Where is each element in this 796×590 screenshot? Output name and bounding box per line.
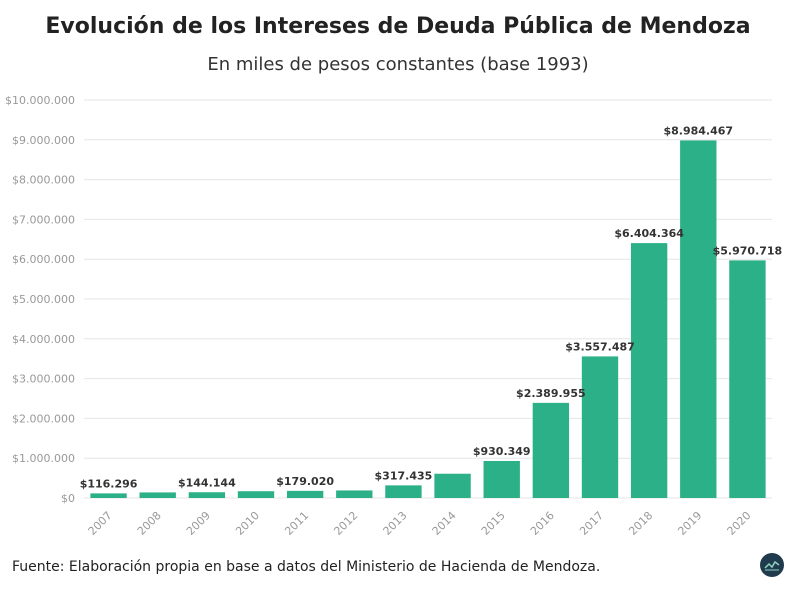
x-tick-label: 2017 xyxy=(577,509,606,538)
y-tick-label: $8.000.000 xyxy=(12,174,75,187)
x-tick-label: 2020 xyxy=(725,509,754,538)
x-tick-label: 2013 xyxy=(381,509,410,538)
bar xyxy=(434,473,471,498)
data-label: $179.020 xyxy=(276,475,334,488)
y-tick-label: $2.000.000 xyxy=(12,412,75,425)
x-tick-label: 2011 xyxy=(282,509,311,538)
bars xyxy=(90,140,766,498)
bar xyxy=(237,491,275,498)
bar xyxy=(630,243,668,498)
data-label: $8.984.467 xyxy=(663,124,733,137)
bar xyxy=(483,460,520,498)
y-tick-label: $0 xyxy=(61,492,75,505)
data-label: $116.296 xyxy=(80,477,138,490)
data-label: $5.970.718 xyxy=(713,244,783,257)
y-axis-ticks: $0 $1.000.000 $2.000.000 $3.000.000 $4.000.0… xyxy=(5,94,75,505)
bar xyxy=(90,493,127,498)
x-tick-label: 2009 xyxy=(184,509,213,538)
x-tick-label: 2007 xyxy=(86,509,115,538)
y-tick-label: $7.000.000 xyxy=(12,213,75,226)
x-tick-label: 2019 xyxy=(675,509,704,538)
x-axis-ticks: 2007 2008 2009 2010 2011 2012 2013 2014 2015 2016… xyxy=(86,509,754,538)
x-tick-label: 2010 xyxy=(233,509,262,538)
y-tick-label: $9.000.000 xyxy=(12,134,75,147)
data-label: $144.144 xyxy=(178,476,236,489)
bar xyxy=(532,402,570,498)
bar xyxy=(188,492,226,498)
y-tick-label: $6.000.000 xyxy=(12,253,75,266)
bar xyxy=(336,490,373,498)
bar xyxy=(729,260,766,498)
x-tick-label: 2016 xyxy=(528,509,557,538)
data-label: $3.557.487 xyxy=(565,340,635,353)
bar xyxy=(139,492,176,498)
data-label: $6.404.364 xyxy=(614,227,684,240)
x-tick-label: 2018 xyxy=(626,509,655,538)
bar xyxy=(680,140,717,498)
data-label: $930.349 xyxy=(473,445,531,458)
source-note: Fuente: Elaboración propia en base a dat… xyxy=(12,559,601,575)
y-tick-label: $5.000.000 xyxy=(12,293,75,306)
bar-chart: $0 $1.000.000 $2.000.000 $3.000.000 $4.000.0… xyxy=(5,94,783,538)
bar xyxy=(581,356,619,498)
chart-subtitle: En miles de pesos constantes (base 1993) xyxy=(207,54,589,75)
chart-title: Evolución de los Intereses de Deuda Públ… xyxy=(45,14,751,39)
chart-logo-icon xyxy=(760,553,784,577)
y-tick-label: $1.000.000 xyxy=(12,452,75,465)
x-tick-label: 2015 xyxy=(479,509,508,538)
gridlines xyxy=(84,99,772,499)
y-tick-label: $3.000.000 xyxy=(12,373,75,386)
x-tick-label: 2008 xyxy=(135,509,164,538)
bar xyxy=(286,490,324,498)
x-tick-label: 2012 xyxy=(331,509,360,538)
data-labels: $116.296 $144.144 $179.020 $317.435 $930.349… xyxy=(80,124,783,490)
data-label: $317.435 xyxy=(375,469,433,482)
x-tick-label: 2014 xyxy=(430,509,459,538)
y-tick-label: $4.000.000 xyxy=(12,333,75,346)
y-tick-label: $10.000.000 xyxy=(5,94,75,107)
data-label: $2.389.955 xyxy=(516,387,586,400)
bar xyxy=(385,485,422,498)
